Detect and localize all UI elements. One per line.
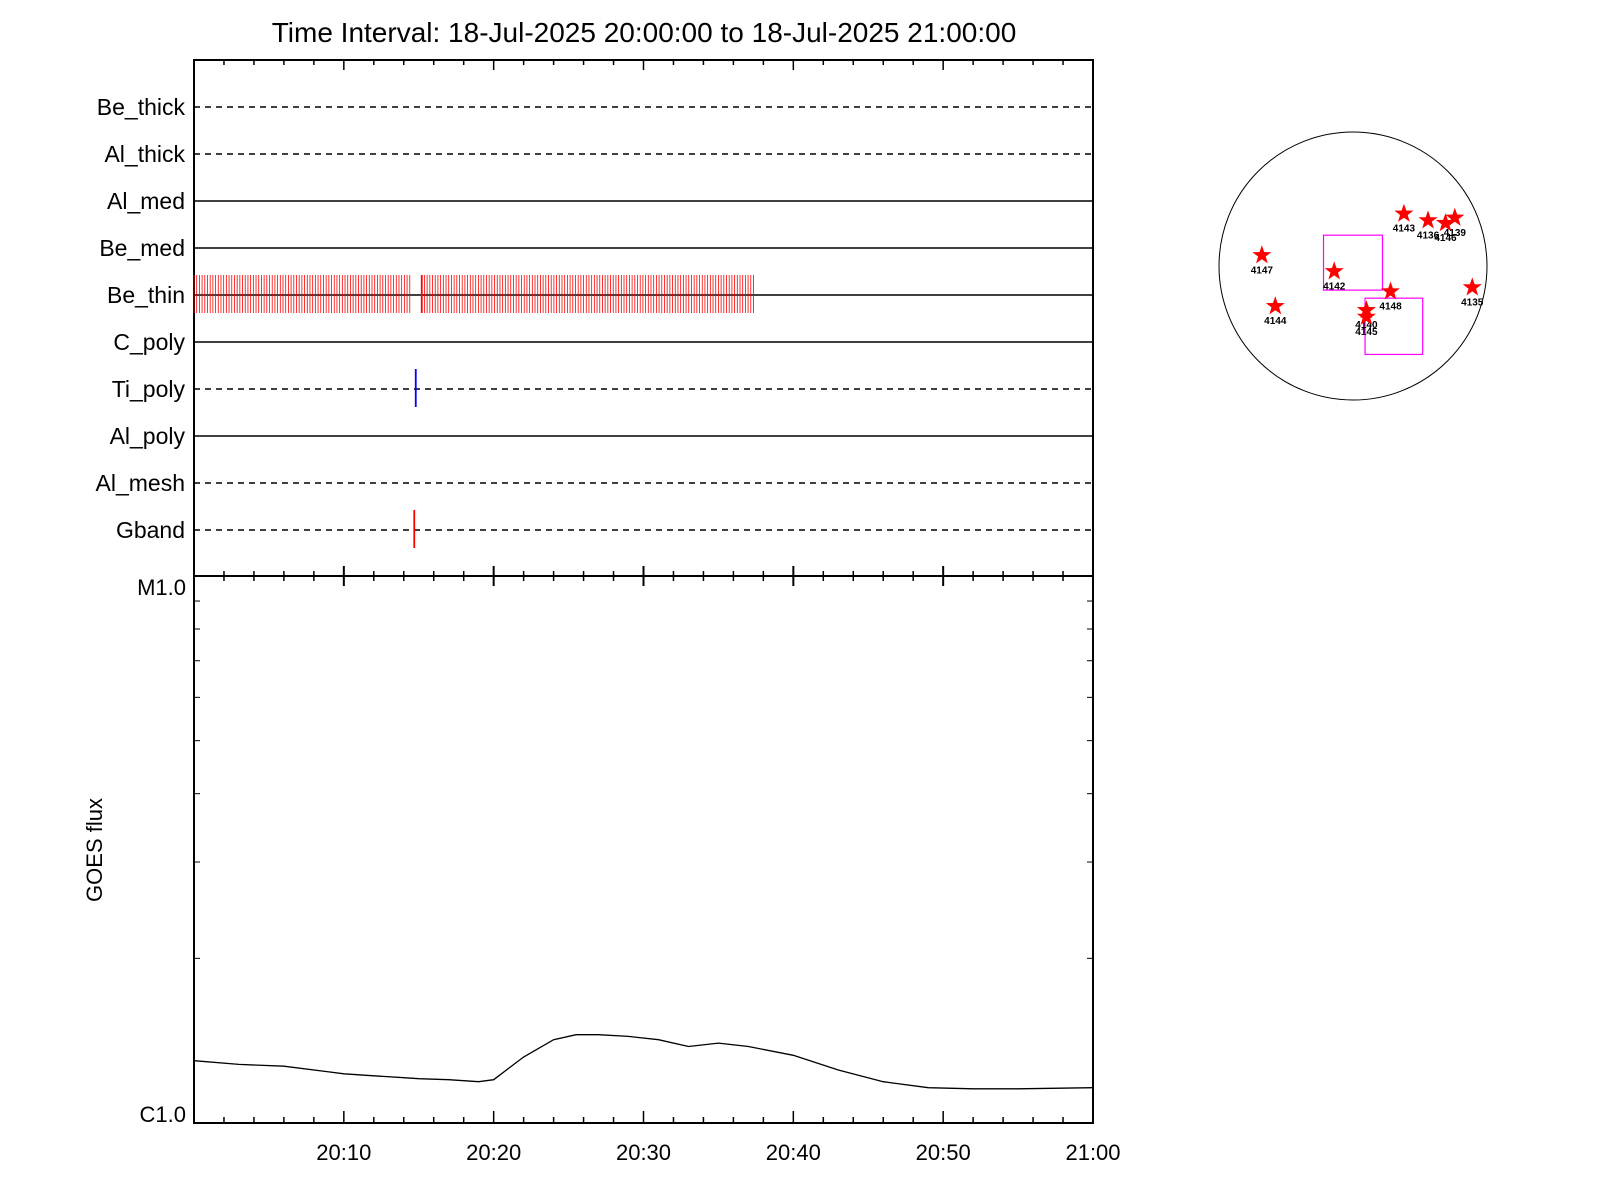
region-label: 4145 [1355,327,1378,338]
goes-flux-line [193,1034,1094,1090]
x-tick-label: 20:50 [916,1140,971,1165]
region-label: 4140 [1355,320,1378,331]
region-star [1381,281,1400,300]
x-tick-label: 20:10 [316,1140,371,1165]
goes-ticks [193,600,1094,1123]
y-tick-label-top: M1.0 [137,575,186,600]
region-star [1356,306,1376,325]
x-tick-labels: 20:10 20:20 20:30 20:40 20:50 21:00 [316,1140,1120,1165]
row-label-gband: Gband [116,517,185,543]
region-label: 4139 [1444,228,1467,239]
y-tick-label-bottom: C1.0 [140,1102,186,1127]
solar-disk [1218,131,1488,401]
row-label-al_mesh: Al_mesh [96,470,185,496]
row-label-be_thin: Be_thin [107,282,185,308]
timeline-ticks [193,60,1094,586]
region-star [1394,203,1414,222]
row-label-ti_poly: Ti_poly [112,376,186,402]
x-tick-label: 20:30 [616,1140,671,1165]
row-label-al_poly: Al_poly [110,423,186,449]
region-star [1418,210,1438,229]
region-star [1435,213,1455,232]
region-star [1324,261,1344,280]
region-label: 4144 [1264,316,1287,327]
region-label: 4147 [1251,265,1274,276]
region-star [1265,296,1285,315]
fov-box [1322,234,1384,291]
region-star [1445,207,1465,226]
y-axis-label: GOES flux [82,798,107,902]
x-tick-label: 20:20 [466,1140,521,1165]
timeline-rows: Be_thick Al_thick Al_med Be_med Be_thin C_pol… [96,94,1093,548]
x-tick-label: 20:40 [766,1140,821,1165]
chart-title: Time Interval: 18-Jul-2025 20:00:00 to 1… [272,17,1017,48]
timeline-panel-frame [193,59,1094,577]
row-label-be_thick: Be_thick [97,94,186,120]
goes-panel-frame [193,575,1094,1124]
region-label: 4142 [1323,281,1346,292]
disk-boxes [1322,234,1424,356]
row-label-al_med: Al_med [107,188,185,214]
row-label-be_med: Be_med [99,235,185,261]
row-label-al_thick: Al_thick [104,141,185,167]
region-star [1462,277,1482,296]
region-label: 4146 [1434,233,1457,244]
fov-box [1364,297,1424,356]
x-tick-label: 21:00 [1065,1140,1120,1165]
region-star [1252,245,1272,264]
region-label: 4136 [1417,230,1440,241]
region-label: 4148 [1379,301,1402,312]
row-label-c_poly: C_poly [113,329,185,355]
region-label: 4143 [1393,224,1416,235]
region-label: 4135 [1461,297,1484,308]
